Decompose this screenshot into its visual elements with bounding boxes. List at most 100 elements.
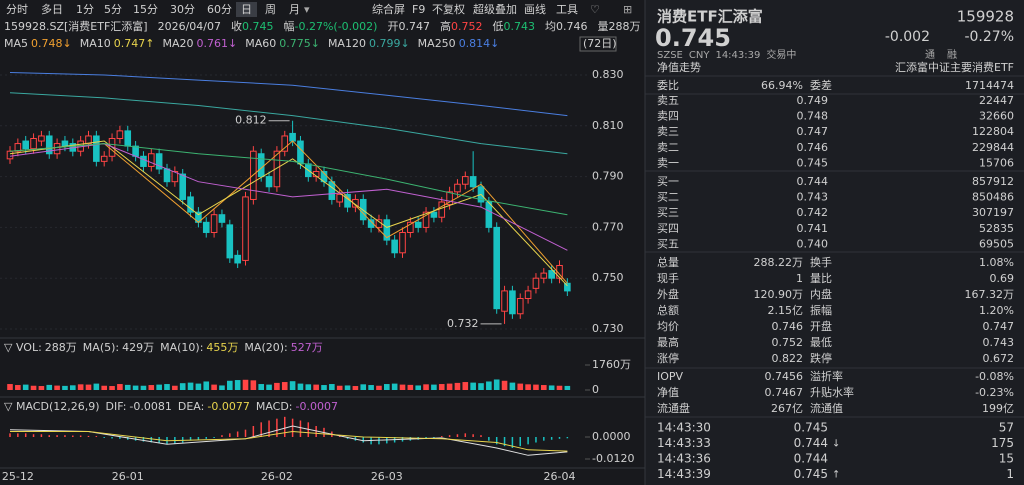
book-price: 0.740 xyxy=(797,237,829,250)
legend-label: DEA: xyxy=(178,400,204,413)
info-value: 0.746 xyxy=(556,20,588,33)
fund-name: 汇添富中证主要消费ETF xyxy=(895,60,1014,74)
timeframe-tab[interactable]: 60分 xyxy=(207,3,232,16)
legend-value: 0.814↓ xyxy=(459,37,500,50)
candle-body xyxy=(469,176,477,188)
volume-bar xyxy=(541,385,547,390)
stat-value: -0.08% xyxy=(975,370,1014,383)
volume-bar xyxy=(93,383,100,390)
volume-bar xyxy=(446,383,453,390)
candle-body xyxy=(422,211,430,228)
indicator-line xyxy=(9,425,568,456)
quote-title: 消费ETF汇添富 xyxy=(657,8,763,26)
tool-button[interactable]: 工具 xyxy=(556,3,578,16)
legend-value: 429万 xyxy=(122,341,154,354)
stat-label: IOPV xyxy=(657,370,684,383)
y-tick-label: 1760万 xyxy=(592,358,631,371)
volume-bar xyxy=(258,384,264,390)
book-price: 0.748 xyxy=(797,110,829,123)
trade-time: 14:43:33 xyxy=(657,436,711,450)
period-label[interactable]: (72日) xyxy=(583,37,617,50)
volume-bar xyxy=(85,384,92,390)
info-value: 288万 xyxy=(608,20,640,33)
candle-body xyxy=(45,135,53,155)
info-label: 高 xyxy=(440,19,451,33)
candle-body xyxy=(532,277,540,289)
candle-body xyxy=(359,198,367,221)
favorite-icon[interactable]: ♡ xyxy=(590,3,600,16)
volume-bar xyxy=(391,383,398,390)
legend-label: MA120 xyxy=(328,37,366,50)
candle-body xyxy=(407,221,414,233)
stat-label: 最低 xyxy=(810,336,832,349)
timeframe-tab[interactable]: 月 xyxy=(289,3,300,16)
candle-body xyxy=(564,282,571,292)
y-tick-label: 0.830 xyxy=(592,68,624,81)
stat-value: 167.32万 xyxy=(965,288,1015,301)
volume-bar xyxy=(384,384,390,390)
timeframe-tab[interactable]: 5分 xyxy=(104,3,122,16)
ma-legend: MA5 0.748↓ MA10 0.747↑ MA20 0.761↓ MA60 0.775↓ M… xyxy=(4,37,499,50)
book-volume: 52835 xyxy=(979,222,1014,235)
indicator-line xyxy=(9,72,568,117)
timeframe-tab[interactable]: 周 xyxy=(265,3,276,16)
candle-body xyxy=(462,176,469,185)
stat-label: 开盘 xyxy=(810,319,832,333)
candle-body xyxy=(446,191,453,206)
candle-body xyxy=(202,221,210,233)
timeframe-tab[interactable]: 15分 xyxy=(133,3,158,16)
candle-body xyxy=(234,254,241,264)
stat-label: 外盘 xyxy=(657,287,679,301)
candle-body xyxy=(163,168,171,183)
volume-bar xyxy=(305,384,312,390)
info-value: 0.743 xyxy=(503,20,535,33)
stat-label: 振幅 xyxy=(810,303,832,317)
stat-value: 199亿 xyxy=(982,402,1014,415)
candle-body xyxy=(187,196,194,213)
timeframe-tab[interactable]: 30分 xyxy=(170,3,195,16)
book-label: 买三 xyxy=(657,206,679,219)
quote-pct: -0.27% xyxy=(964,29,1014,45)
info-value: 0.752 xyxy=(451,20,483,33)
trade-price: 0.745 xyxy=(794,421,828,435)
volume-bar xyxy=(62,385,68,390)
stat-value: 0.746 xyxy=(772,320,804,333)
stat-label: 升贴水率 xyxy=(810,385,854,399)
timeframe-tab[interactable]: 分时 xyxy=(6,3,28,16)
volume-bar xyxy=(219,385,225,390)
candle-body xyxy=(61,140,69,147)
tool-button[interactable]: 综合屏 xyxy=(372,2,405,16)
tool-button[interactable]: 不复权 xyxy=(432,2,465,16)
tool-button[interactable]: 超级叠加 xyxy=(473,2,517,16)
legend-label: MA(20): xyxy=(244,341,287,354)
book-price: 0.741 xyxy=(797,222,829,235)
timeframe-tab[interactable]: 多日 xyxy=(41,2,63,16)
info-value: -0.27%(-0.002) xyxy=(295,20,378,33)
book-label: 买五 xyxy=(657,237,679,250)
candle-body xyxy=(289,132,296,142)
legend-icon: ▽ xyxy=(4,341,16,354)
market-field: 交易中 xyxy=(766,48,796,61)
y-tick-label: 0.750 xyxy=(592,271,624,284)
legend-label: VOL: xyxy=(16,341,42,354)
book-label: 卖五 xyxy=(657,94,679,107)
trade-volume: 1 xyxy=(1006,467,1014,481)
candle-body xyxy=(257,153,265,178)
tool-button[interactable]: 画线 xyxy=(524,2,546,16)
layout-icon[interactable]: ⊞ xyxy=(623,3,632,16)
timeframe-tab[interactable]: 1分 xyxy=(76,3,94,16)
tool-button[interactable]: F9 xyxy=(412,3,425,16)
legend-value: 288万 xyxy=(45,341,77,354)
volume-bar xyxy=(70,385,76,390)
volume-bar xyxy=(46,384,53,390)
legend-label: MA60 xyxy=(245,37,276,50)
info-line: 159928.SZ[消费ETF汇添富] 2026/04/07 收0.745 幅-0.2… xyxy=(4,19,640,33)
badge: 通 xyxy=(925,49,935,61)
ratio-value: 66.94% xyxy=(761,79,803,92)
book-label: 买一 xyxy=(657,175,679,188)
volume-bar xyxy=(431,384,437,390)
trade-volume: 15 xyxy=(999,452,1014,466)
dropdown-icon[interactable]: ▾ xyxy=(304,3,310,16)
candle-body xyxy=(124,130,132,147)
timeframe-tab[interactable]: 日 xyxy=(241,3,252,16)
